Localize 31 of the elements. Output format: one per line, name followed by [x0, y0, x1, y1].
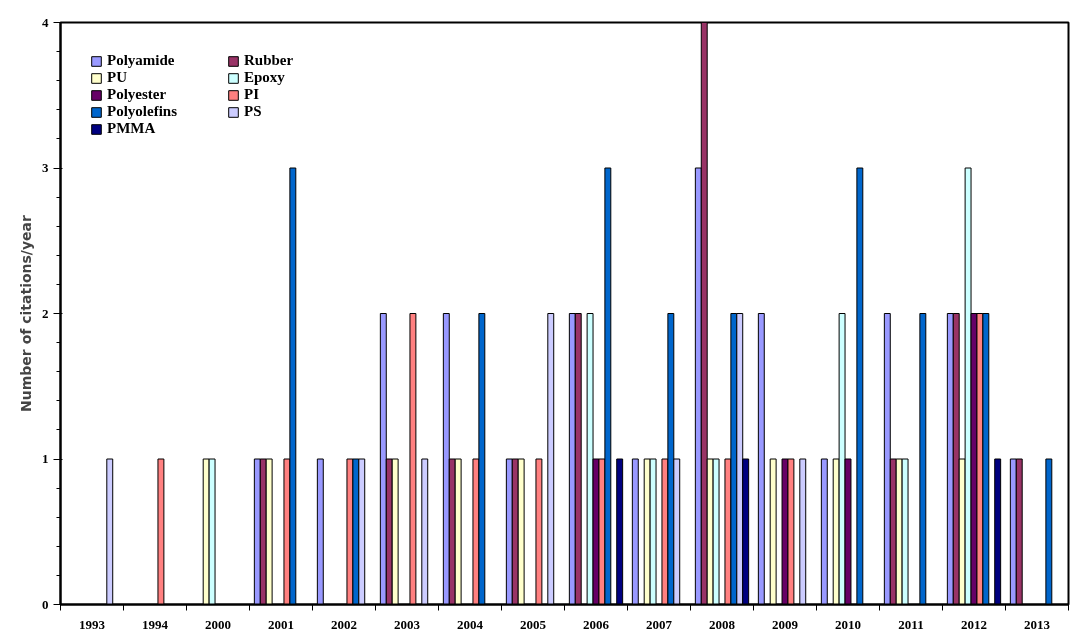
y-tick-label: 3	[42, 160, 49, 175]
x-tick-label: 2011	[898, 616, 924, 632]
x-tick-label: 2012	[961, 616, 987, 632]
x-tick-label: 2007	[646, 616, 673, 632]
x-tick-label: 1994	[142, 616, 169, 632]
legend-label: Polyester	[107, 86, 168, 103]
y-tick-label: 2	[42, 305, 49, 321]
x-tick-label: 2013	[1024, 616, 1051, 632]
x-tick-label: 2005	[520, 616, 547, 632]
legend-label: Rubber	[244, 52, 295, 69]
legend-label: PU	[107, 69, 128, 86]
y-axis-title: Number of citations/year	[18, 214, 34, 412]
legend-label: PS	[244, 103, 263, 120]
y-tick-label: 1	[42, 451, 49, 466]
x-tick-label: 2001	[268, 616, 294, 632]
legend-label: PI	[244, 86, 260, 103]
x-tick-label: 1993	[79, 616, 106, 632]
legend-label: Polyolefins	[107, 103, 178, 120]
x-tick-label: 2010	[835, 616, 861, 632]
x-tick-label: 2000	[205, 616, 231, 632]
x-tick-label: 2002	[331, 616, 357, 632]
x-tick-label: 2004	[457, 616, 484, 632]
legend-label: Polyamide	[107, 52, 176, 69]
x-tick-label: 2006	[583, 616, 610, 632]
legend-label: PMMA	[107, 120, 157, 137]
legend-label: Epoxy	[244, 69, 286, 86]
x-tick-label: 2003	[394, 616, 421, 632]
x-tick-label: 2008	[709, 616, 736, 632]
y-tick-label: 4	[42, 14, 49, 30]
x-tick-label: 2009	[772, 616, 799, 632]
y-tick-label: 0	[42, 596, 49, 612]
